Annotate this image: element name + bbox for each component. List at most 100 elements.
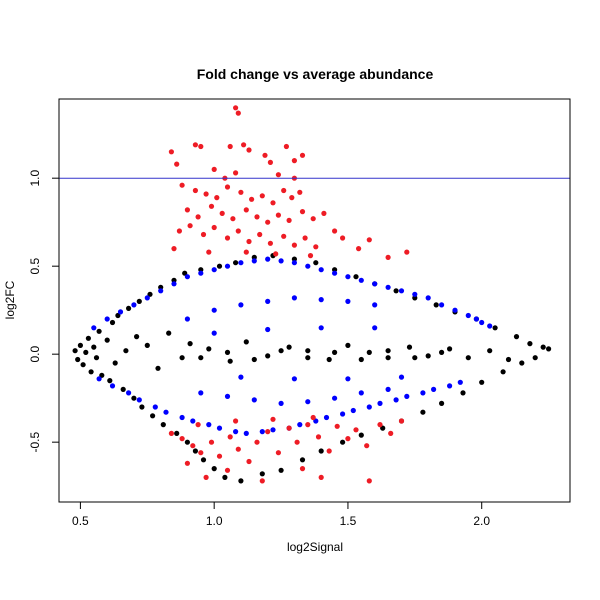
data-point — [345, 376, 351, 382]
data-point — [487, 323, 493, 329]
data-point — [136, 298, 142, 304]
data-point — [385, 348, 391, 354]
plot-frame — [58, 98, 571, 503]
data-point — [257, 231, 263, 238]
data-point — [168, 430, 174, 436]
data-point — [281, 187, 287, 194]
y-tick-label: 1.0 — [28, 170, 42, 187]
data-point — [190, 443, 196, 449]
data-point — [72, 348, 78, 354]
data-point — [182, 270, 188, 276]
x-tick-label: 2.0 — [473, 514, 490, 528]
data-point — [85, 335, 91, 341]
data-point — [380, 425, 386, 431]
data-point — [224, 349, 231, 355]
data-point — [126, 305, 132, 311]
data-point — [198, 450, 204, 456]
data-point — [200, 457, 207, 463]
x-tick-label: 0.5 — [72, 514, 89, 528]
y-tick-label: 0.5 — [28, 258, 42, 275]
data-point — [198, 270, 204, 276]
data-point — [305, 348, 311, 354]
data-point — [216, 263, 223, 269]
data-point — [332, 228, 338, 234]
data-point — [299, 209, 306, 215]
data-point — [340, 235, 346, 241]
data-point — [235, 446, 241, 452]
data-point — [305, 422, 311, 428]
data-point — [546, 346, 552, 352]
data-point — [179, 414, 185, 421]
data-point — [332, 395, 338, 401]
data-point — [227, 143, 233, 150]
data-point — [278, 400, 284, 406]
data-point — [318, 297, 324, 303]
data-point — [278, 467, 284, 473]
data-point — [353, 427, 359, 433]
data-point — [457, 379, 463, 385]
data-point — [465, 312, 471, 319]
x-tick-label: 1.0 — [206, 514, 223, 528]
data-point — [155, 365, 161, 371]
data-point — [144, 295, 150, 301]
data-point — [171, 281, 177, 287]
data-point — [385, 355, 391, 361]
data-point — [447, 346, 453, 352]
data-point — [206, 249, 212, 255]
data-point — [500, 369, 506, 375]
data-point — [208, 203, 215, 209]
data-point — [479, 379, 485, 385]
data-point — [230, 216, 236, 222]
data-point — [313, 244, 319, 250]
data-point — [286, 344, 292, 350]
data-point — [332, 270, 338, 276]
data-point — [281, 233, 287, 239]
data-point — [126, 390, 132, 396]
data-points — [72, 105, 552, 484]
data-point — [323, 414, 330, 421]
data-point — [267, 159, 273, 165]
data-point — [366, 237, 372, 243]
data-point — [243, 430, 249, 436]
data-point — [267, 240, 273, 246]
data-point — [235, 228, 241, 234]
data-point — [233, 429, 239, 435]
data-point — [179, 182, 185, 188]
data-point — [433, 302, 439, 308]
data-point — [233, 418, 239, 424]
data-point — [192, 142, 198, 148]
data-point — [251, 258, 257, 264]
data-point — [302, 235, 308, 241]
data-point — [93, 355, 100, 361]
data-point — [262, 152, 268, 158]
data-point — [299, 457, 306, 463]
data-point — [224, 467, 231, 473]
data-point — [77, 342, 83, 348]
data-point — [168, 149, 174, 155]
data-point — [176, 228, 182, 234]
data-point — [291, 242, 297, 248]
data-point — [109, 319, 116, 326]
chart-title: Fold change vs average abundance — [197, 66, 434, 82]
data-point — [160, 422, 166, 428]
data-point — [96, 328, 102, 334]
x-axis: 0.5 1.0 1.5 2.0 — [72, 502, 490, 528]
data-point — [166, 330, 172, 336]
data-point — [412, 295, 418, 301]
data-point — [275, 450, 281, 456]
data-point — [318, 448, 324, 454]
data-point — [487, 348, 493, 354]
data-point — [251, 397, 257, 403]
data-point — [297, 422, 303, 428]
data-point — [259, 478, 265, 484]
data-point — [447, 383, 453, 389]
data-point — [219, 210, 225, 216]
y-axis: -0.5 0.0 0.5 1.0 — [28, 170, 59, 453]
data-point — [345, 436, 351, 442]
data-point — [310, 216, 316, 222]
data-point — [377, 422, 383, 428]
data-point — [310, 414, 316, 421]
data-point — [192, 187, 198, 194]
data-point — [294, 439, 300, 445]
data-point — [211, 224, 217, 231]
